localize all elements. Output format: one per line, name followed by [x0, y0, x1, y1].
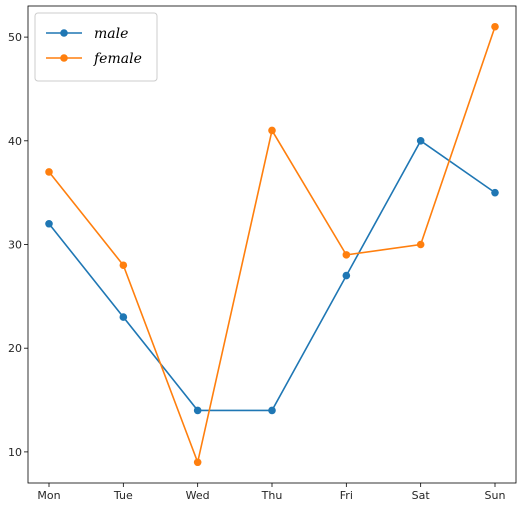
series-male — [45, 137, 499, 415]
series-line — [48, 139, 496, 412]
x-tick-label: Thu — [261, 489, 283, 502]
data-point — [45, 219, 53, 228]
y-tick-label: 50 — [8, 31, 22, 44]
data-point — [342, 271, 351, 280]
data-point — [119, 313, 128, 321]
data-point — [45, 168, 53, 176]
x-tick-label: Sun — [485, 489, 506, 502]
x-tick-label: Sat — [412, 489, 431, 502]
x-tick-label: Mon — [37, 489, 60, 502]
legend-item: female — [46, 51, 142, 67]
legend-label: male — [94, 26, 128, 42]
data-point — [268, 406, 276, 415]
x-tick-label: Fri — [340, 489, 353, 502]
legend-label: female — [93, 51, 142, 67]
y-tick-label: 40 — [8, 135, 22, 148]
series-line — [48, 26, 496, 466]
y-axis: 10 20 30 40 50 — [8, 31, 28, 459]
legend-swatch-marker — [60, 29, 68, 37]
legend-box — [34, 12, 158, 82]
data-point — [193, 406, 202, 415]
y-tick-label: 30 — [8, 239, 22, 252]
data-point — [416, 240, 425, 249]
legend-item: male — [46, 26, 128, 42]
y-tick-label: 20 — [8, 342, 22, 355]
data-point — [119, 261, 128, 270]
legend: male female — [34, 12, 158, 82]
series-female — [45, 22, 499, 467]
series-layer — [45, 22, 499, 467]
x-tick-label: Tue — [113, 489, 133, 502]
y-tick-label: 10 — [8, 446, 22, 459]
data-point — [342, 251, 351, 259]
data-point — [268, 126, 276, 135]
data-point — [491, 22, 499, 31]
data-point — [416, 137, 425, 145]
x-tick-label: Wed — [186, 489, 210, 502]
legend-swatch-marker — [60, 54, 68, 62]
data-point — [491, 188, 499, 197]
x-axis: Mon Tue Wed Thu Fri Sat Sun — [37, 483, 505, 502]
data-point — [193, 458, 202, 467]
